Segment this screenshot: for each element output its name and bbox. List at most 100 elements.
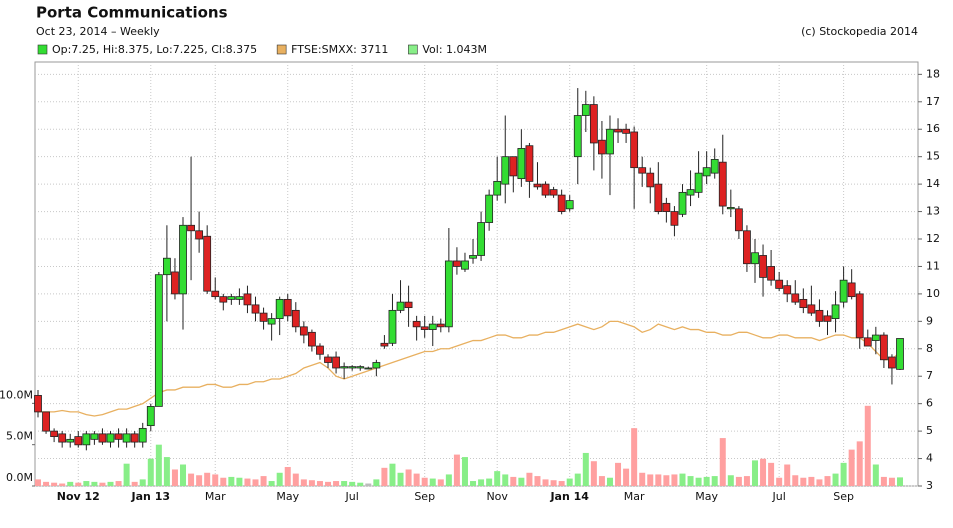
candle-body — [251, 304, 260, 314]
candle-body — [549, 189, 558, 196]
y-tick-label: 8 — [926, 342, 933, 355]
candle-body — [130, 433, 139, 443]
candle-body — [477, 222, 485, 256]
x-tick-label: Mar — [205, 490, 226, 503]
x-tick-label: May — [695, 490, 718, 503]
volume-bar — [526, 472, 533, 486]
candle-body — [614, 128, 622, 133]
candle-body — [404, 301, 413, 309]
candle-body — [525, 145, 534, 182]
candle-body — [66, 438, 75, 443]
volume-bar — [880, 476, 887, 486]
volume-bar — [840, 462, 847, 486]
candle-body — [291, 309, 300, 328]
x-tick-label: Jan 13 — [131, 490, 170, 503]
volume-bar — [743, 476, 750, 486]
candle-body — [541, 183, 550, 196]
candle-body — [871, 334, 880, 341]
volume-bar — [405, 469, 412, 486]
volume-bar — [131, 481, 138, 486]
volume-bar — [832, 473, 839, 486]
candle-body — [171, 271, 179, 295]
volume-bar — [59, 483, 66, 486]
volume-bar — [550, 480, 557, 486]
candle-body — [670, 211, 679, 226]
volume-bar — [139, 479, 146, 486]
candle-body — [356, 366, 365, 369]
candle-body — [879, 334, 888, 361]
volume-bar — [349, 481, 356, 486]
volume-bar — [204, 472, 211, 486]
volume-bar — [99, 482, 106, 486]
candle-body — [831, 304, 840, 319]
volume-bar — [566, 478, 573, 486]
volume-bar — [751, 460, 758, 486]
legend-swatch — [276, 44, 287, 55]
x-tick-label: Jan 14 — [549, 490, 589, 503]
x-tick-label: Sep — [833, 490, 854, 503]
candle-body — [324, 356, 332, 363]
candle-body — [734, 208, 743, 232]
volume-bar — [308, 480, 315, 486]
volume-bar — [574, 473, 581, 486]
candle-body — [340, 366, 349, 369]
candle-body — [823, 315, 832, 322]
volume-bar — [300, 479, 307, 486]
volume-bar — [687, 476, 694, 486]
volume-bar — [155, 444, 162, 486]
volume-bar — [760, 458, 767, 486]
volume-bar — [800, 477, 807, 486]
candle-body — [316, 345, 324, 355]
volume-bar — [808, 476, 815, 486]
candle-body — [219, 296, 228, 303]
candle-body — [493, 180, 502, 196]
candle-body — [646, 172, 655, 188]
candle-body — [243, 293, 252, 306]
y2-tick-label: 0.0M — [6, 471, 33, 484]
candle-body — [34, 395, 42, 413]
volume-bar — [260, 476, 267, 486]
candle-body — [396, 301, 405, 311]
volume-bar — [864, 405, 871, 486]
volume-bar — [75, 482, 82, 486]
volume-bar — [107, 481, 114, 486]
volume-bar — [276, 472, 283, 486]
volume-bar — [655, 474, 662, 486]
candle-body — [509, 156, 518, 177]
candle-body — [606, 128, 614, 155]
candle-body — [299, 326, 308, 336]
volume-bar — [292, 473, 299, 486]
volume-bar — [147, 458, 154, 486]
y-tick-label: 3 — [926, 479, 933, 492]
y-tick-label: 15 — [926, 150, 940, 163]
volume-bar — [631, 428, 638, 486]
x-tick-label: Mar — [624, 490, 645, 503]
volume-bar — [51, 482, 58, 486]
candle-body — [855, 293, 864, 339]
y2-tick-label: 5.0M — [6, 430, 33, 443]
candle-body — [896, 338, 904, 370]
volume-bar — [502, 474, 509, 486]
candle-body — [501, 156, 510, 185]
volume-bar — [357, 482, 364, 486]
candle-body — [146, 406, 155, 427]
volume-bar — [727, 475, 734, 486]
volume-bar — [389, 463, 396, 486]
volume-bar — [590, 461, 597, 486]
candle-body — [380, 342, 389, 347]
volume-bar — [252, 479, 259, 486]
candle-body — [203, 235, 212, 292]
candle-body — [775, 279, 784, 289]
x-tick-label: May — [276, 490, 299, 503]
candle-body — [638, 167, 647, 174]
candle-body — [114, 433, 123, 440]
volume-bar — [888, 477, 895, 486]
candle-body — [348, 366, 357, 369]
volume-bar — [711, 476, 718, 486]
candle-body — [662, 202, 671, 212]
candle-body — [710, 159, 719, 174]
y-tick-label: 6 — [926, 397, 933, 410]
candle-body — [654, 183, 663, 212]
x-tick-label: Sep — [414, 490, 435, 503]
